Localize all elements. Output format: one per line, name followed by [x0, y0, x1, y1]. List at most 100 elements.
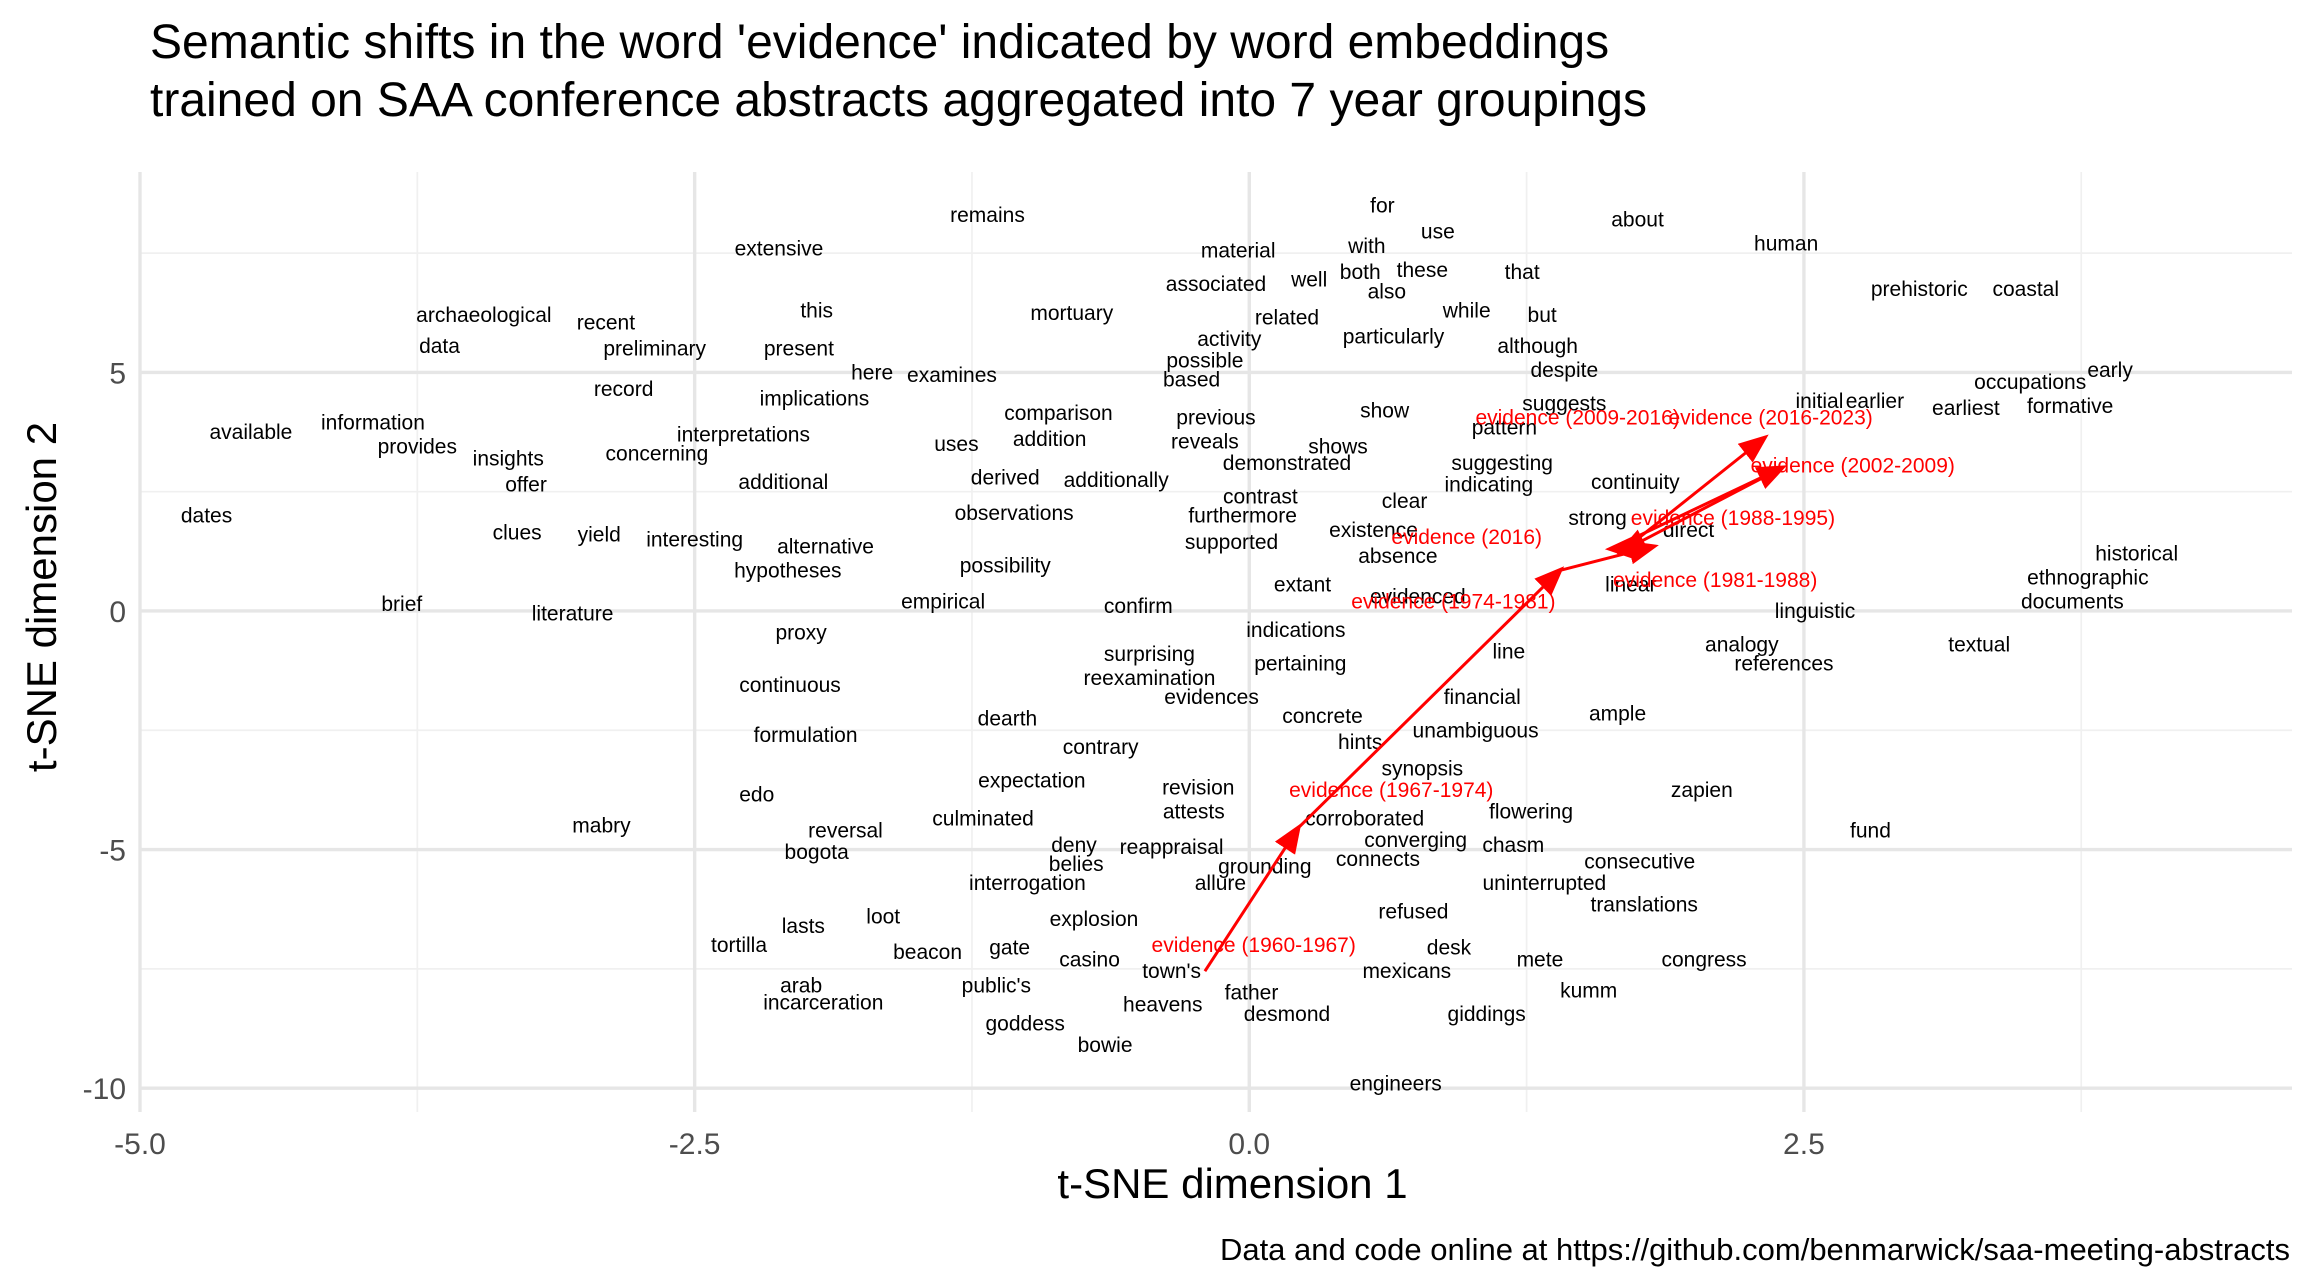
word-label: line: [1492, 641, 1525, 664]
word-label: public's: [962, 975, 1031, 998]
word-label: furthermore: [1188, 505, 1297, 528]
x-tick-label: -5.0: [114, 1128, 166, 1161]
word-label: translations: [1590, 893, 1697, 916]
word-label: belies: [1049, 853, 1104, 876]
word-label: indications: [1246, 619, 1345, 642]
word-label: reversal: [808, 819, 883, 842]
x-axis-label: t-SNE dimension 1: [1057, 1160, 1408, 1207]
word-label: early: [2087, 359, 2133, 382]
word-label: particularly: [1343, 326, 1445, 349]
word-label: earliest: [1932, 397, 2000, 420]
word-label: documents: [2021, 590, 2124, 613]
word-label: here: [851, 361, 893, 384]
word-label: allure: [1195, 872, 1246, 895]
word-label: that: [1505, 261, 1540, 284]
word-label: synopsis: [1381, 757, 1463, 780]
word-label: initial: [1796, 390, 1844, 413]
word-label: edo: [739, 784, 774, 807]
word-label: surprising: [1104, 643, 1195, 666]
word-label: clues: [493, 521, 542, 544]
evidence-label: evidence (2009-2016): [1475, 407, 1679, 430]
word-label: chasm: [1482, 834, 1544, 857]
x-tick-label: -2.5: [669, 1128, 721, 1161]
word-label: record: [594, 378, 654, 401]
word-label: references: [1734, 652, 1833, 675]
word-label: supported: [1185, 531, 1278, 554]
word-label: engineers: [1350, 1072, 1442, 1095]
word-label: concerning: [606, 443, 709, 466]
word-label: archaeological: [416, 304, 551, 327]
word-label: for: [1370, 194, 1395, 217]
word-label: implications: [760, 388, 870, 411]
word-label: linear: [1605, 574, 1656, 597]
word-label: interpretations: [677, 423, 810, 446]
word-label: reveals: [1171, 431, 1239, 454]
word-label: but: [1528, 304, 1557, 327]
word-label: about: [1611, 209, 1664, 232]
word-label: textual: [1948, 633, 2010, 656]
grid-lines: [138, 172, 2292, 1112]
word-label: revision: [1162, 777, 1234, 800]
word-label: this: [800, 299, 833, 322]
word-label: absence: [1358, 545, 1437, 568]
word-label: comparison: [1004, 402, 1113, 425]
word-label: prehistoric: [1871, 278, 1968, 301]
word-label: contrast: [1223, 485, 1298, 508]
word-label: hints: [1338, 731, 1382, 754]
word-label: both: [1340, 261, 1381, 284]
word-label: converging: [1364, 829, 1467, 852]
word-label: literature: [532, 602, 614, 625]
word-label: uninterrupted: [1482, 872, 1606, 895]
x-tick-label: 2.5: [1783, 1128, 1825, 1161]
word-label: deny: [1051, 834, 1097, 857]
word-label: mexicans: [1362, 960, 1451, 983]
word-label: bogota: [785, 841, 850, 864]
word-label: financial: [1444, 686, 1521, 709]
word-label: possibility: [960, 555, 1052, 578]
word-label: use: [1421, 221, 1455, 244]
word-label: shows: [1308, 435, 1368, 458]
chart-title: Semantic shifts in the word 'evidence' i…: [150, 16, 1647, 127]
y-tick-label: 5: [109, 357, 126, 390]
word-label: extensive: [735, 237, 824, 260]
trajectory-arrow: [1616, 466, 1783, 555]
trajectory-arrow: [1297, 566, 1565, 830]
word-label: evidenced: [1370, 586, 1466, 609]
word-label: corroborated: [1305, 808, 1424, 831]
word-label: material: [1201, 240, 1276, 263]
x-tick-label: 0.0: [1228, 1128, 1270, 1161]
word-label: confirm: [1104, 595, 1173, 618]
word-label: provides: [378, 435, 457, 458]
evidence-label: evidence (2016-2023): [1668, 407, 1872, 430]
word-label: mabry: [572, 815, 631, 838]
word-label: offer: [505, 474, 547, 497]
word-label: indicating: [1445, 474, 1534, 497]
word-label: preliminary: [603, 338, 706, 361]
word-label: connects: [1336, 848, 1420, 871]
word-label: attests: [1163, 800, 1225, 823]
word-label: grounding: [1218, 855, 1311, 878]
word-label: available: [209, 421, 292, 444]
word-label: ethnographic: [2027, 567, 2148, 590]
word-label: interrogation: [969, 872, 1086, 895]
word-label: despite: [1530, 359, 1598, 382]
word-label: extant: [1274, 574, 1331, 597]
word-label: town's: [1142, 960, 1201, 983]
word-label: kumm: [1560, 979, 1617, 1002]
word-label: beacon: [893, 941, 962, 964]
word-label: culminated: [932, 808, 1034, 831]
word-label: incarceration: [763, 991, 883, 1014]
word-label: show: [1360, 400, 1410, 423]
evidence-label: evidence (2016): [1391, 526, 1542, 549]
word-label: empirical: [901, 590, 985, 613]
word-label: demonstrated: [1223, 452, 1351, 475]
word-label: brief: [381, 593, 422, 616]
word-label: coastal: [1992, 278, 2059, 301]
evidence-label: evidence (1960-1967): [1152, 934, 1356, 957]
word-label: bowie: [1078, 1034, 1133, 1057]
word-label: gate: [989, 936, 1030, 959]
word-label: interesting: [646, 528, 743, 551]
trajectory-arrow: [1621, 434, 1769, 553]
word-label: suggesting: [1451, 452, 1553, 475]
word-label: present: [764, 338, 834, 361]
